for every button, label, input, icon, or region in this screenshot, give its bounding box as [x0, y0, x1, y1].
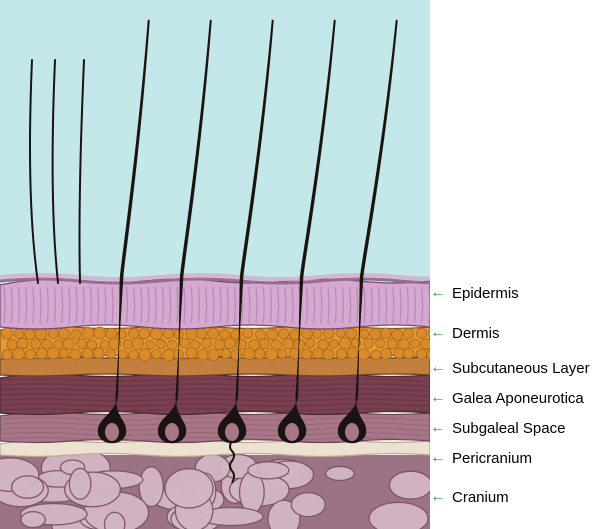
arrow-icon: ←: [430, 284, 446, 302]
label-subcutaneous: ← Subcutaneous Layer: [430, 359, 590, 377]
label-text-dermis: Dermis: [452, 325, 500, 342]
label-text-galea: Galea Aponeurotica: [452, 390, 584, 407]
label-text-subcutaneous: Subcutaneous Layer: [452, 360, 590, 377]
arrow-icon: ←: [430, 419, 446, 437]
label-text-subgaleal: Subgaleal Space: [452, 420, 565, 437]
arrow-icon: ←: [430, 359, 446, 377]
arrow-icon: ←: [430, 449, 446, 467]
scalp-cross-section: [0, 0, 430, 529]
label-text-epidermis: Epidermis: [452, 285, 519, 302]
arrow-icon: ←: [430, 389, 446, 407]
arrow-icon: ←: [430, 324, 446, 342]
label-text-cranium: Cranium: [452, 489, 509, 506]
label-epidermis: ← Epidermis: [430, 284, 519, 302]
label-text-pericranium: Pericranium: [452, 450, 532, 467]
label-subgaleal: ← Subgaleal Space: [430, 419, 565, 437]
label-cranium: ← Cranium: [430, 488, 509, 506]
label-dermis: ← Dermis: [430, 324, 500, 342]
label-galea: ← Galea Aponeurotica: [430, 389, 584, 407]
label-pericranium: ← Pericranium: [430, 449, 532, 467]
layer-labels: ← Epidermis ← Dermis ← Subcutaneous Layer ← Gal…: [430, 0, 600, 529]
arrow-icon: ←: [430, 488, 446, 506]
